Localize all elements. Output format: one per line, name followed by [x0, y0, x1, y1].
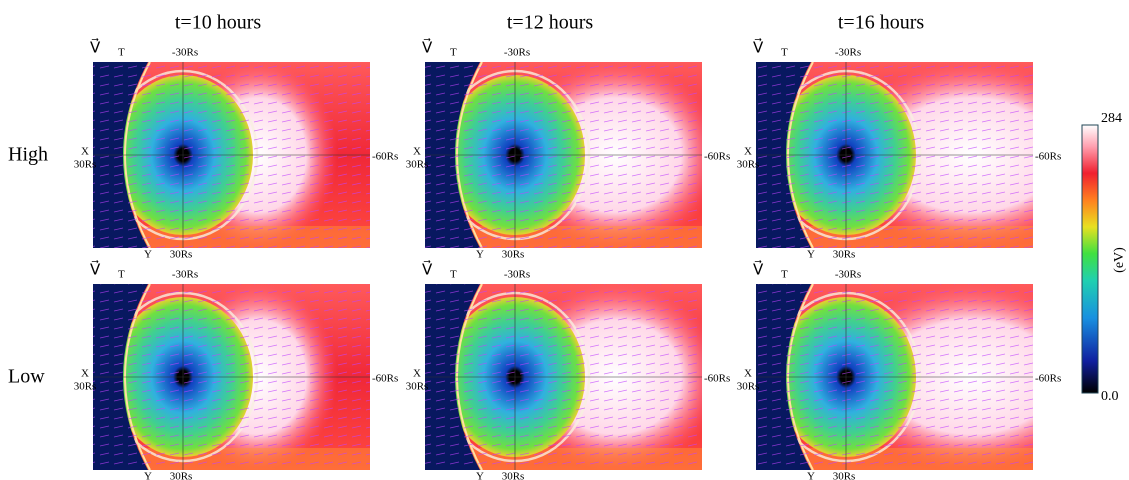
panel-label: Y — [807, 471, 815, 480]
panel-label: 30Rs — [833, 249, 856, 261]
panel-label: T — [781, 269, 788, 281]
panel-label: 30Rs — [74, 381, 97, 393]
panel-image — [425, 60, 725, 250]
figure: 284 0.0 (eV) t=10 hours t=12 hours t=16 ho… — [0, 0, 1129, 480]
column-title: t=16 hours — [838, 12, 924, 34]
row-label: High — [8, 144, 48, 166]
panel-image — [425, 282, 725, 472]
panel-label: Y — [476, 471, 484, 480]
panel-label: -30Rs — [172, 47, 198, 59]
panel-label: X — [81, 368, 89, 380]
panel-label: 30Rs — [833, 471, 856, 480]
panel-label: 30Rs — [502, 471, 525, 480]
colorbar-unit: (eV) — [1112, 247, 1127, 273]
colorbar-max: 284 — [1101, 111, 1122, 126]
panel-label: -60Rs — [1035, 373, 1061, 385]
panel-label: -60Rs — [704, 151, 730, 163]
panel-label: 30Rs — [406, 159, 429, 171]
colorbar — [1082, 125, 1098, 393]
panel-label: -30Rs — [835, 269, 861, 281]
panel-label: -30Rs — [172, 269, 198, 281]
velocity-label: V⃗ — [422, 38, 433, 57]
panel-label: Y — [807, 249, 815, 261]
panel-label: 30Rs — [737, 159, 760, 171]
panel-label: -60Rs — [704, 373, 730, 385]
panel-label: 30Rs — [502, 249, 525, 261]
velocity-label: V⃗ — [422, 260, 433, 279]
panel-label: T — [781, 47, 788, 59]
panel-image — [93, 282, 370, 472]
panel-label: 30Rs — [406, 381, 429, 393]
panel-label: -30Rs — [835, 47, 861, 59]
colorbar-min: 0.0 — [1101, 389, 1119, 404]
panel-label: X — [413, 146, 421, 158]
panel-label: X — [744, 146, 752, 158]
panel-label: X — [81, 146, 89, 158]
velocity-label: V⃗ — [753, 260, 764, 279]
velocity-label: V⃗ — [90, 38, 101, 57]
panel-label: 30Rs — [170, 471, 193, 480]
column-title: t=10 hours — [175, 12, 261, 34]
panel-label: X — [744, 368, 752, 380]
panel-label: T — [118, 47, 125, 59]
column-title: t=12 hours — [507, 12, 593, 34]
panel-label: -60Rs — [1035, 151, 1061, 163]
panel-label: T — [118, 269, 125, 281]
panel-label: -30Rs — [504, 47, 530, 59]
panel-label: T — [450, 47, 457, 59]
panel-label: X — [413, 368, 421, 380]
panel-label: -60Rs — [372, 373, 398, 385]
panel-label: Y — [476, 249, 484, 261]
panel-label: 30Rs — [737, 381, 760, 393]
panel-label: -30Rs — [504, 269, 530, 281]
panel-label: Y — [144, 249, 152, 261]
panel-label: 30Rs — [74, 159, 97, 171]
velocity-label: V⃗ — [753, 38, 764, 57]
panel-label: -60Rs — [372, 151, 398, 163]
panel-label: Y — [144, 471, 152, 480]
panel-image — [93, 60, 370, 250]
panel-label: T — [450, 269, 457, 281]
panel-label: 30Rs — [170, 249, 193, 261]
velocity-label: V⃗ — [90, 260, 101, 279]
row-label: Low — [8, 366, 45, 388]
